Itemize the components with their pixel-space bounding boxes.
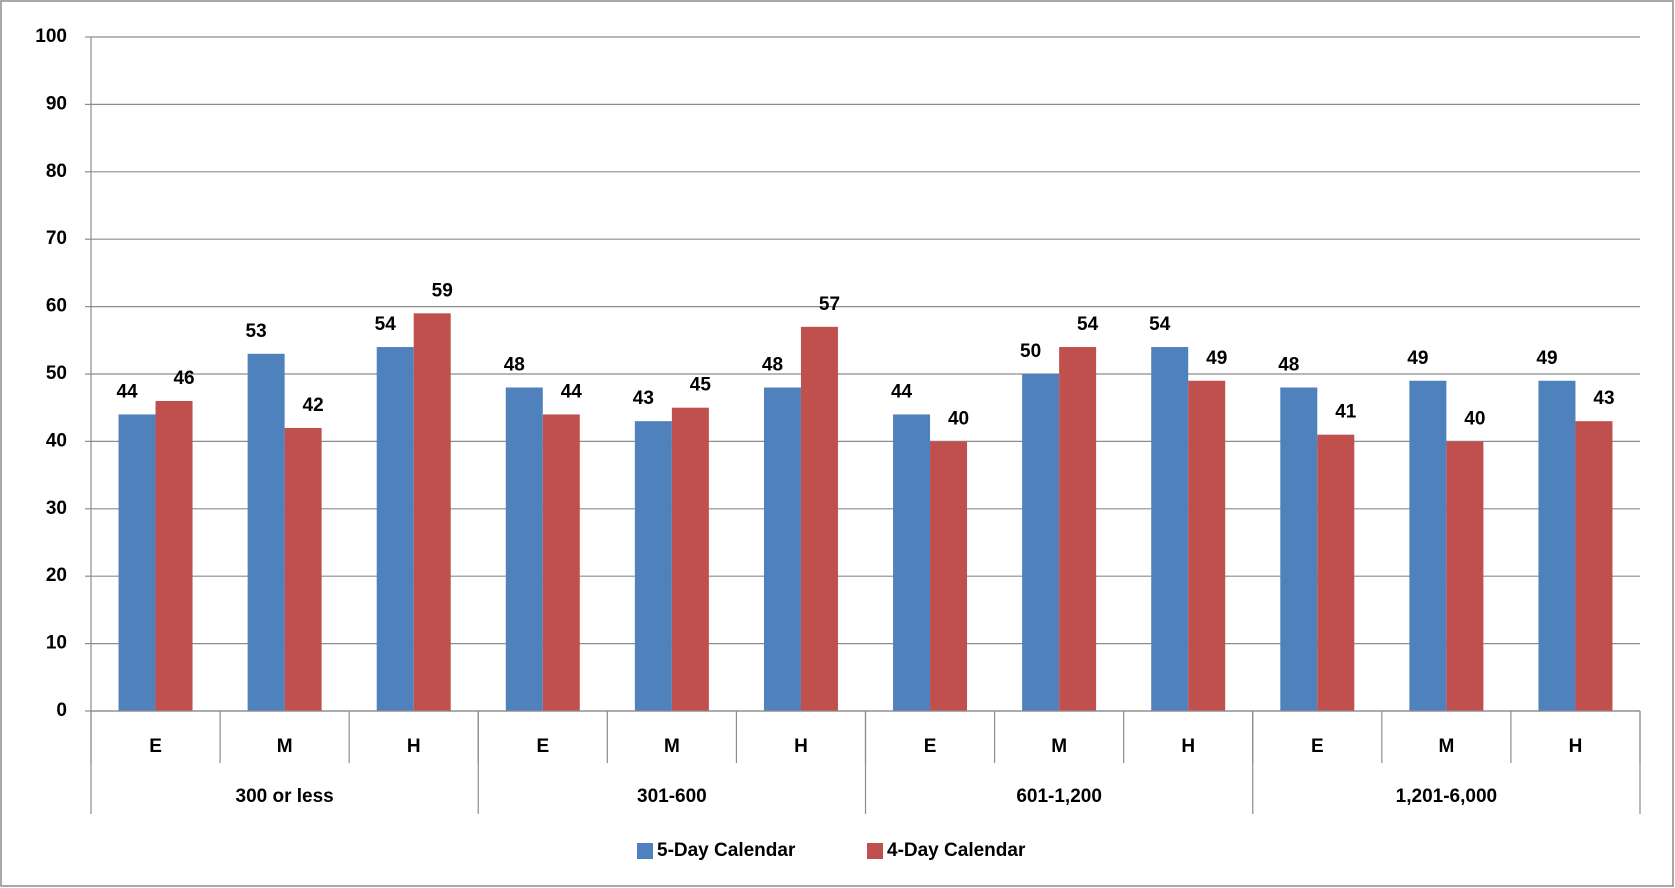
- bar: [1188, 380, 1226, 711]
- bar: [542, 414, 580, 711]
- y-tick-label: 70: [46, 228, 67, 249]
- y-tick-label: 100: [35, 26, 67, 47]
- group-label: 601-1,200: [1016, 786, 1102, 807]
- data-label: 40: [948, 408, 969, 429]
- bar: [1317, 434, 1355, 711]
- data-label: 49: [1536, 348, 1557, 369]
- x-tick-label: H: [1181, 736, 1195, 757]
- y-tick-label: 90: [46, 93, 67, 114]
- x-tick-label: H: [794, 736, 808, 757]
- data-label: 46: [173, 368, 194, 389]
- bar: [893, 414, 931, 711]
- bar: [1280, 387, 1318, 711]
- data-label: 45: [690, 375, 712, 396]
- data-label: 48: [1278, 354, 1299, 375]
- group-label: 300 or less: [236, 786, 334, 807]
- y-tick-label: 50: [46, 363, 67, 384]
- bar: [413, 313, 451, 711]
- x-tick-label: E: [924, 736, 937, 757]
- data-label: 42: [303, 395, 324, 416]
- group-label: 301-600: [637, 786, 707, 807]
- bar: [763, 387, 801, 711]
- data-label: 44: [891, 381, 913, 402]
- data-label: 54: [1149, 314, 1171, 335]
- x-tick-label: M: [664, 736, 680, 757]
- bar: [1538, 380, 1576, 711]
- x-tick-label: M: [1051, 736, 1067, 757]
- data-label: 49: [1407, 348, 1428, 369]
- data-label: 54: [375, 314, 397, 335]
- data-label: 44: [116, 381, 138, 402]
- legend-swatch: [867, 843, 883, 859]
- x-tick-label: H: [1569, 736, 1583, 757]
- bar: [247, 353, 285, 711]
- bar: [284, 427, 322, 711]
- x-tick-label: H: [407, 736, 421, 757]
- data-label: 41: [1335, 402, 1357, 423]
- legend-label: 5-Day Calendar: [657, 840, 796, 861]
- data-label: 43: [1593, 388, 1614, 409]
- data-label: 44: [561, 381, 583, 402]
- x-tick-label: M: [277, 736, 293, 757]
- data-label: 48: [504, 354, 525, 375]
- group-label: 1,201-6,000: [1396, 786, 1497, 807]
- bar: [376, 347, 414, 711]
- data-label: 43: [633, 388, 654, 409]
- x-tick-label: E: [149, 736, 162, 757]
- data-label: 40: [1464, 408, 1485, 429]
- data-label: 59: [432, 280, 453, 301]
- bar: [1409, 380, 1447, 711]
- bar: [1446, 441, 1484, 711]
- x-tick-label: E: [1311, 736, 1324, 757]
- y-tick-label: 40: [46, 430, 67, 451]
- data-label: 48: [762, 354, 783, 375]
- bar: [800, 326, 838, 711]
- y-tick-label: 20: [46, 565, 67, 586]
- data-label: 53: [246, 321, 267, 342]
- x-tick-label: E: [536, 736, 549, 757]
- data-label: 49: [1206, 348, 1227, 369]
- bar: [118, 414, 156, 711]
- bar: [1022, 374, 1060, 711]
- bar: [505, 387, 543, 711]
- data-label: 57: [819, 294, 840, 315]
- bar: [930, 441, 968, 711]
- y-tick-label: 10: [46, 633, 67, 654]
- y-tick-label: 0: [56, 700, 67, 721]
- y-tick-label: 80: [46, 161, 67, 182]
- x-tick-label: M: [1438, 736, 1454, 757]
- y-tick-label: 30: [46, 498, 67, 519]
- bar: [1151, 347, 1189, 711]
- data-label: 50: [1020, 341, 1041, 362]
- data-label: 54: [1077, 314, 1099, 335]
- legend-label: 4-Day Calendar: [887, 840, 1026, 861]
- bar: [671, 407, 709, 711]
- legend-swatch: [637, 843, 653, 859]
- bar: [1575, 421, 1613, 711]
- y-tick-label: 60: [46, 296, 67, 317]
- bar: [634, 421, 672, 711]
- bar: [155, 400, 193, 711]
- bar: [1059, 347, 1097, 711]
